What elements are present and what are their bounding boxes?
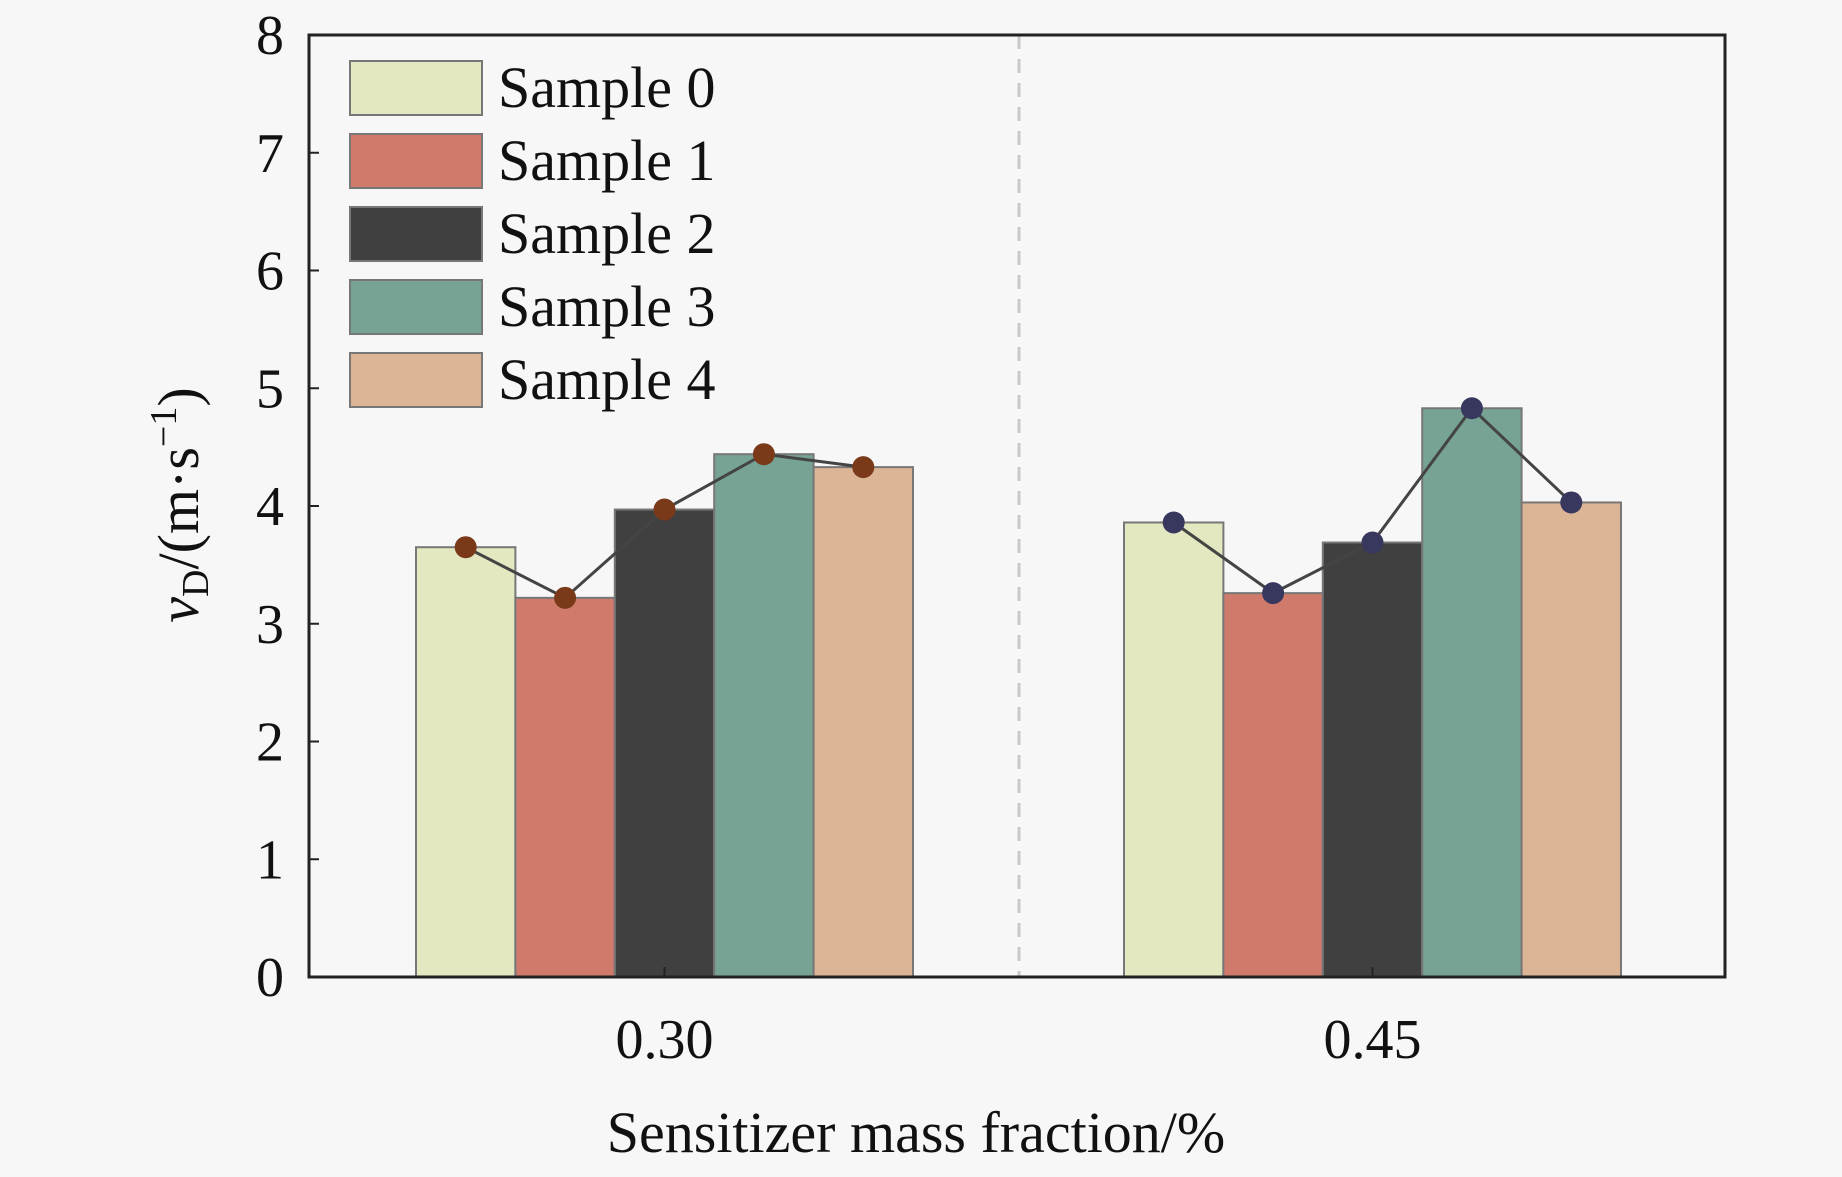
bar-sample-2-0.45: [1321, 541, 1424, 978]
legend-label: Sample 2: [498, 201, 715, 266]
bar-sample-3-0.45: [1421, 407, 1523, 978]
marker-0.30-3: [752, 443, 775, 466]
bar-sample-0-0.45: [1123, 521, 1225, 978]
marker-0.45-4: [1560, 491, 1583, 514]
bar-sample-4-0.30: [812, 466, 914, 978]
bar-sample-1-0.30: [514, 596, 616, 978]
y-label-var: v: [146, 597, 211, 623]
marker-0.45-3: [1460, 397, 1483, 420]
y-label-end: ): [146, 387, 211, 406]
bar-sample-4-0.45: [1520, 501, 1622, 978]
legend-label: Sample 4: [498, 347, 715, 412]
legend-label: Sample 1: [498, 128, 715, 193]
y-tick-label: 6: [256, 241, 284, 303]
y-tick-label: 8: [256, 5, 284, 67]
legend-swatch: [349, 60, 483, 116]
y-label-sub: D: [175, 570, 217, 597]
marker-0.30-1: [554, 586, 577, 609]
x-tick-label: 0.30: [616, 1009, 714, 1071]
y-axis: 0 1 2 3 4 5 6 7 8: [256, 5, 319, 1009]
marker-0.30-4: [852, 456, 875, 479]
legend-swatch: [349, 352, 483, 408]
marker-0.45-2: [1361, 531, 1384, 554]
marker-0.45-0: [1162, 511, 1185, 534]
legend: Sample 0 Sample 1 Sample 2 Sample 3 Sample 4: [349, 55, 715, 412]
x-axis-label: Sensitizer mass fraction/%: [607, 1100, 1226, 1165]
marker-0.45-1: [1262, 582, 1285, 605]
bar-sample-1-0.45: [1222, 592, 1324, 978]
x-tick-label: 0.45: [1324, 1009, 1422, 1071]
y-tick-label: 0: [256, 947, 284, 1009]
y-label-mid: /(m·s: [146, 447, 211, 569]
y-tick-label: 5: [256, 358, 284, 420]
legend-swatch: [349, 279, 483, 335]
x-axis: 0.30 0.45: [616, 967, 1422, 1071]
legend-swatch: [349, 133, 483, 189]
legend-label: Sample 0: [498, 55, 715, 120]
marker-lines: [454, 397, 1583, 609]
y-tick-label: 1: [256, 829, 284, 891]
y-tick-label: 4: [256, 476, 284, 538]
y-tick-label: 2: [256, 712, 284, 774]
legend-label: Sample 3: [498, 274, 715, 339]
bars: [415, 407, 1622, 979]
marker-0.30-0: [454, 536, 477, 559]
y-tick-label: 3: [256, 594, 284, 656]
marker-0.30-2: [653, 498, 676, 521]
bar-sample-2-0.30: [613, 508, 716, 978]
legend-swatch: [349, 206, 483, 262]
y-axis-label: vD/(m·s−1): [143, 387, 217, 622]
bar-sample-0-0.30: [415, 546, 517, 979]
y-tick-label: 7: [256, 123, 284, 185]
bar-sample-3-0.30: [713, 453, 815, 978]
y-label-sup: −1: [143, 407, 185, 447]
